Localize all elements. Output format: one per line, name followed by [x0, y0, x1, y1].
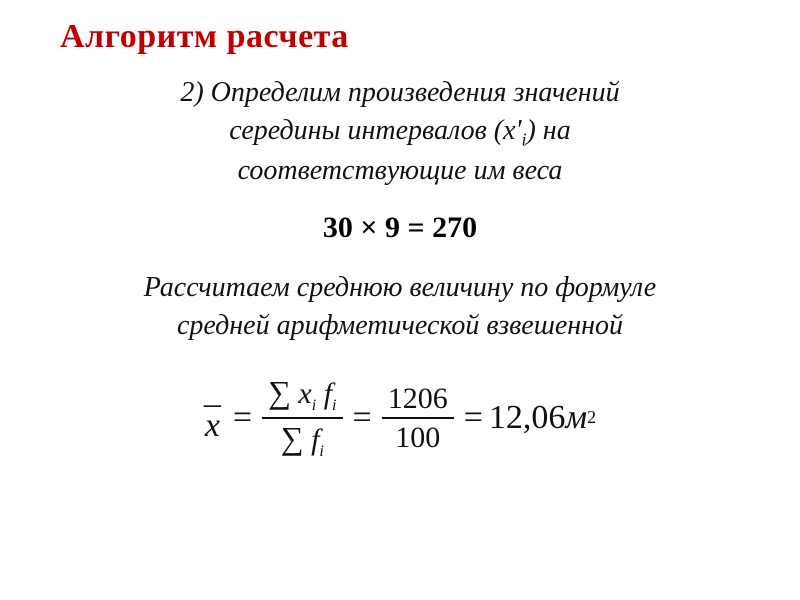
fraction-den-100: 100 [389, 419, 446, 456]
result-unit-sup: 2 [587, 407, 596, 428]
equation-2: – x = ∑ xi fi ∑ fi = 1206 100 = 12,06м2 [0, 345, 800, 462]
fraction-sums: ∑ xi fi ∑ fi [262, 373, 342, 462]
equals-3: = [458, 399, 489, 437]
equation-1: 30 × 9 = 270 [0, 189, 800, 253]
fraction-num-1206: 1206 [382, 380, 454, 417]
num-x: x [298, 377, 311, 410]
para2-line1: Рассчитаем среднюю величину по формуле [144, 272, 657, 303]
fraction-numbers: 1206 100 [382, 380, 454, 456]
paragraph-2: Рассчитаем среднюю величину по формуле с… [0, 253, 800, 345]
para1-line2b: ) на [526, 115, 570, 146]
sigma-icon-2: ∑ [281, 420, 304, 456]
slide-title: Алгоритм расчета [0, 0, 800, 56]
den-f-sub: i [319, 443, 323, 460]
sigma-icon: ∑ [268, 374, 291, 410]
para2-line2: средней арифметической взвешенной [177, 310, 623, 341]
fraction-sums-den: ∑ fi [275, 419, 330, 463]
equals-1: = [227, 399, 258, 437]
num-x-sub: i [312, 397, 316, 414]
num-f-sub: i [332, 397, 336, 414]
fraction-sums-num: ∑ xi fi [262, 373, 342, 417]
paragraph-1: 2) Определим произведения значений серед… [0, 56, 800, 189]
xbar-symbol: – x [204, 395, 221, 441]
para1-line2a: середины интервалов (x' [229, 115, 521, 146]
para1-line1: 2) Определим произведения значений [180, 77, 619, 108]
result-value: 12,06 [489, 399, 566, 437]
num-f: f [324, 377, 332, 410]
equals-2: = [347, 399, 378, 437]
result-unit: м [565, 399, 587, 437]
xbar-x: x [205, 412, 220, 441]
para1-line3: соответствующие им веса [238, 155, 563, 186]
